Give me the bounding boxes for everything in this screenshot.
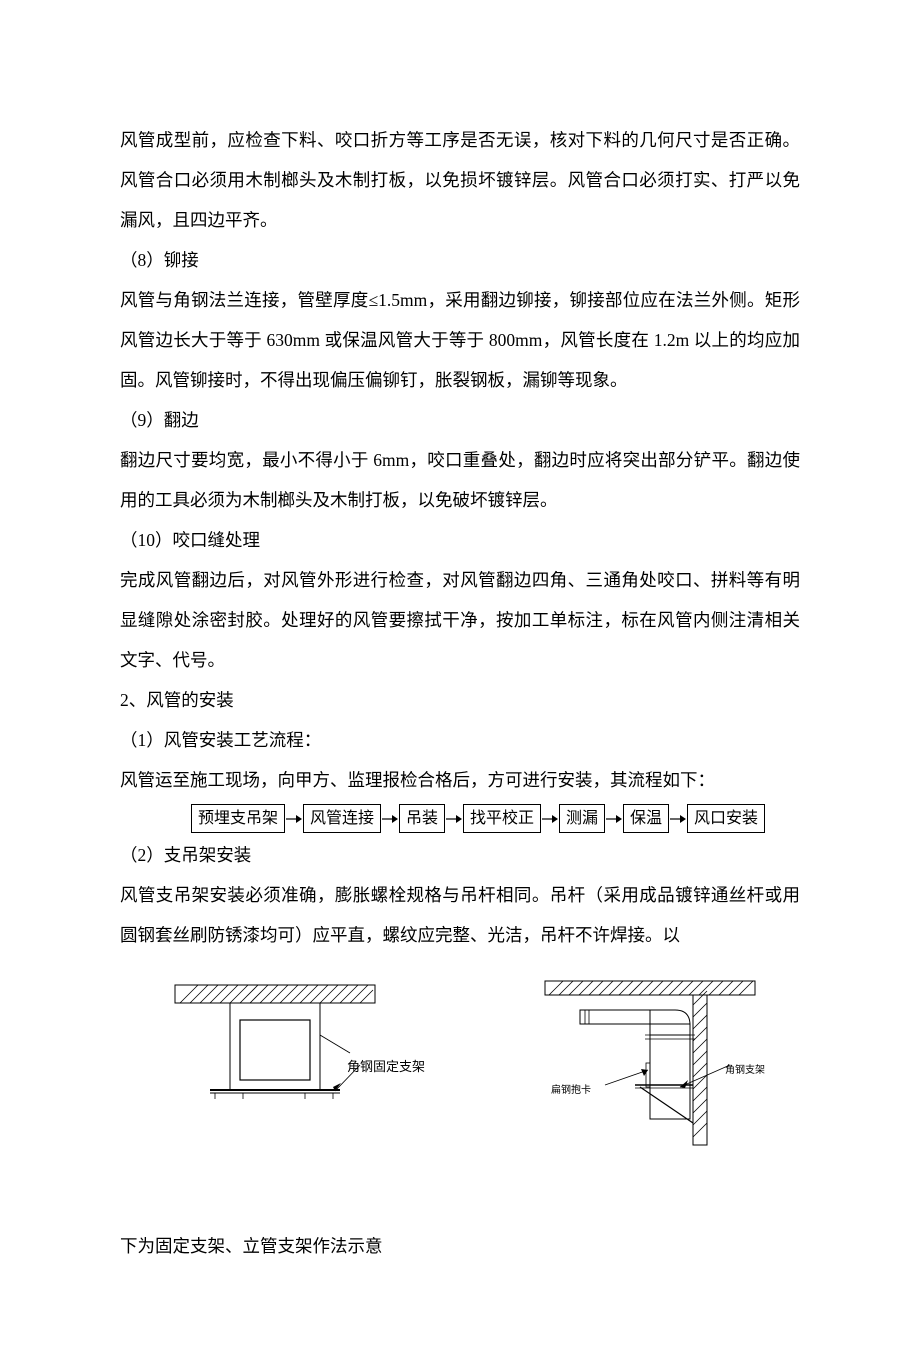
flow-step-5: 保温: [623, 804, 669, 833]
paragraph-2-2: 风管支吊架安装必须准确，膨胀螺栓规格与吊杆相同。吊杆（采用成品镀锌通丝杆或用圆钢…: [120, 875, 800, 955]
angle-steel-bracket-label: 角钢支架: [725, 1065, 765, 1076]
fixed-bracket-diagram: 角钢固定支架: [155, 975, 425, 1196]
flow-step-3: 找平校正: [463, 804, 541, 833]
paragraph-intro: 风管成型前，应检查下料、咬口折方等工序是否无误，核对下料的几何尺寸是否正确。风管…: [120, 120, 800, 240]
heading-2-1: （1）风管安装工艺流程：: [120, 720, 800, 760]
flow-step-4: 测漏: [559, 804, 605, 833]
paragraph-10: 完成风管翻边后，对风管外形进行检查，对风管翻边四角、三通角处咬口、拼料等有明显缝…: [120, 560, 800, 680]
flat-steel-clip-label: 扁钢抱卡: [551, 1085, 591, 1096]
flow-step-2: 吊装: [399, 804, 445, 833]
arrow-icon: [446, 812, 462, 826]
arrow-icon: [542, 812, 558, 826]
heading-2-2: （2）支吊架安装: [120, 835, 800, 875]
paragraph-2-1: 风管运至施工现场，向甲方、监理报检合格后，方可进行安装，其流程如下：: [120, 760, 800, 800]
heading-10: （10）咬口缝处理: [120, 520, 800, 560]
arrow-icon: [670, 812, 686, 826]
riser-bracket-diagram: 扁钢抱卡 角钢支架: [535, 975, 765, 1196]
heading-9: （9）翻边: [120, 400, 800, 440]
arrow-icon: [382, 812, 398, 826]
flow-step-1: 风管连接: [303, 804, 381, 833]
arrow-icon: [286, 812, 302, 826]
flow-step-0: 预埋支吊架: [191, 804, 285, 833]
flow-step-6: 风口安装: [687, 804, 765, 833]
section-2: 2、风管的安装: [120, 680, 800, 720]
diagram-row: 角钢固定支架: [120, 975, 800, 1196]
paragraph-footer: 下为固定支架、立管支架作法示意: [120, 1226, 800, 1266]
fixed-bracket-label: 角钢固定支架: [347, 1059, 425, 1074]
document-page: 风管成型前，应检查下料、咬口折方等工序是否无误，核对下料的几何尺寸是否正确。风管…: [0, 0, 920, 1346]
flowchart: 预埋支吊架 风管连接 吊装 找平校正 测漏 保温 风口安装: [156, 804, 800, 833]
heading-8: （8）铆接: [120, 240, 800, 280]
arrow-icon: [606, 812, 622, 826]
paragraph-9: 翻边尺寸要均宽，最小不得小于 6mm，咬口重叠处，翻边时应将突出部分铲平。翻边使…: [120, 440, 800, 520]
paragraph-8: 风管与角钢法兰连接，管壁厚度≤1.5mm，采用翻边铆接，铆接部位应在法兰外侧。矩…: [120, 280, 800, 400]
